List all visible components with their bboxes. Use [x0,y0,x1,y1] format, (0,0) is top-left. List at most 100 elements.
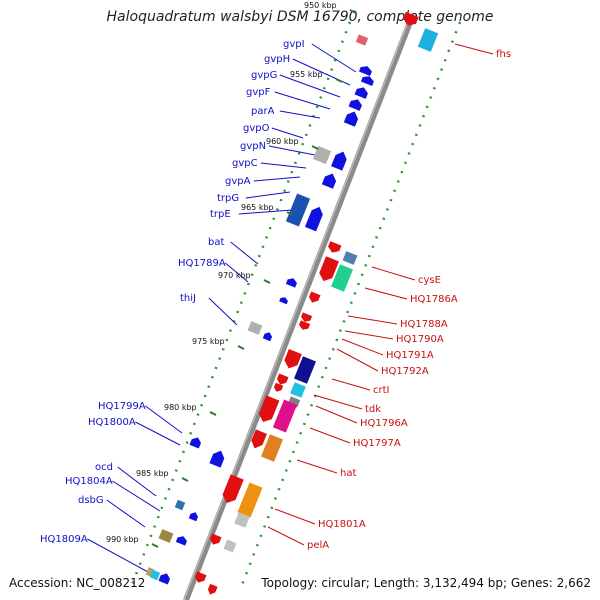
gene-feature [276,373,289,385]
leader-line [112,480,161,512]
tick-mark [181,477,189,482]
gene-feature [403,11,419,26]
gene-feature [272,399,298,433]
gene-label-left: bat [208,237,224,248]
gene-label-left: thiJ [180,293,196,304]
gene-feature [273,382,284,392]
gene-label-right: HQ1796A [360,418,408,429]
gene-label-left: ocd [95,462,113,473]
leader-line [230,241,259,265]
genome-summary-text: Topology: circular; Length: 3,132,494 bp… [261,576,591,590]
gene-label-left: HQ1800A [88,417,136,428]
gene-label-left: trpE [210,209,231,220]
gene-feature [355,34,369,46]
gene-label-right: HQ1790A [396,334,444,345]
leader-line [344,330,394,340]
leader-line [331,378,371,391]
leader-line [271,127,304,139]
gene-label-right: hat [340,468,356,479]
gene-feature [222,474,244,503]
gene-feature [158,573,171,585]
gene-feature [358,66,372,76]
tick-label: 975 kbp [192,337,225,346]
gene-feature [262,332,273,342]
gene-feature [175,536,187,546]
gene-label-right: cysE [418,275,441,286]
gene-feature [194,571,207,583]
gene-label-left: dsbG [78,495,104,506]
tick-mark [286,211,294,216]
gene-label-left: gvpC [232,158,258,169]
gene-label-left: gvpG [251,70,277,81]
gene-feature [308,291,321,303]
leader-line [238,209,293,215]
gene-feature [328,241,342,253]
gene-feature [149,569,161,581]
leader-line [296,459,338,474]
gene-feature [247,321,263,335]
tick-mark [311,145,319,150]
gene-feature [417,28,439,52]
gene-feature [348,99,362,111]
gene-feature [360,76,374,86]
gene-label-left: HQ1804A [65,476,113,487]
gene-feature [319,256,339,282]
leader-line [315,405,358,424]
gene-feature [299,320,311,330]
gene-feature [237,482,263,518]
gene-feature [207,583,218,595]
gene-label-right: pelA [307,540,329,551]
leader-line [279,110,321,119]
gene-feature [342,251,358,265]
gene-feature [290,382,306,398]
gene-feature [209,450,225,468]
tick-mark [349,9,357,14]
gene-label-right: fhs [496,49,511,60]
tick-label: 970 kbp [218,271,251,280]
leader-line [106,499,146,528]
gene-label-left: gvpH [264,54,290,65]
gene-label-left: gvpO [243,123,270,134]
tick-mark [237,345,245,350]
leader-line [364,287,408,300]
tick-label: 955 kbp [290,70,323,79]
gene-label-left: HQ1799A [98,401,146,412]
gene-label-left: gvpI [283,39,305,50]
leader-line [87,538,149,573]
tick-label: 980 kbp [164,403,197,412]
gene-feature [251,429,267,449]
gene-feature [321,173,337,189]
gene-feature [158,529,174,543]
gene-label-left: gvpN [240,141,266,152]
tick-mark [209,411,217,416]
leader-line [267,526,305,546]
leader-line [253,176,301,182]
gene-feature [304,206,323,232]
gene-label-right: HQ1788A [400,319,448,330]
leader-line [313,394,363,410]
gene-label-right: HQ1786A [410,294,458,305]
tick-mark [263,279,271,284]
gene-label-left: HQ1789A [178,258,226,269]
tick-mark [335,78,343,83]
gene-label-right: crtI [373,385,389,396]
leader-line [135,421,181,446]
leader-line [245,191,291,199]
gene-feature [331,264,353,292]
leader-line [336,348,379,372]
gene-label-right: HQ1797A [353,438,401,449]
outer-dotted-track [238,21,462,591]
leader-line [371,266,416,281]
leader-line [274,508,316,525]
accession-text: Accession: NC_008212 [9,576,146,590]
map-title: Haloquadratum walsbyi DSM 16790, complet… [106,9,494,25]
gene-label-left: parA [251,106,275,117]
gene-feature [285,278,297,288]
gene-feature [223,539,237,553]
gene-feature [343,111,359,127]
leader-line [347,315,398,325]
genome-backbone [183,20,413,600]
leader-line [225,262,249,283]
gene-label-right: tdk [365,404,381,415]
